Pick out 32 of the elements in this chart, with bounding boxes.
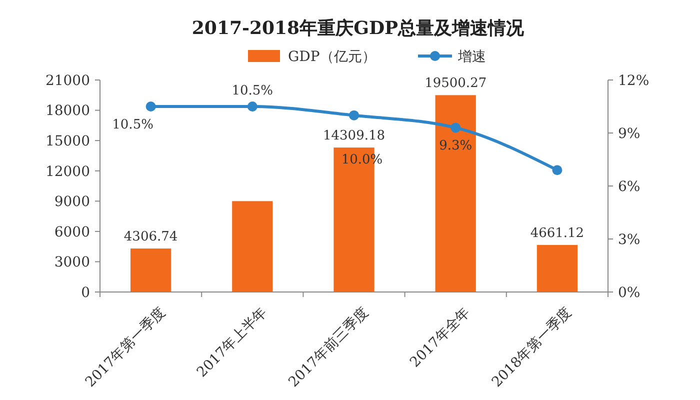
y2-tick-label: 6% [618, 178, 640, 195]
chart-title: 2017-2018年重庆GDP总量及增速情况 [192, 18, 526, 39]
y2-tick-label: 9% [618, 126, 640, 142]
y-tick-label: 0 [81, 284, 90, 301]
point [450, 122, 461, 133]
y-tick-label: 9000 [54, 194, 90, 210]
y-tick-label: 12000 [45, 164, 90, 180]
data-label: 19500.27 [424, 76, 487, 92]
data-label: 4306.74 [124, 230, 178, 245]
point [552, 165, 562, 176]
data-label: 10.5% [112, 118, 154, 132]
legend-label: GDP（亿元） [288, 48, 376, 65]
bar [536, 244, 578, 292]
y-tick-label: 6000 [54, 224, 90, 240]
point [247, 102, 258, 112]
data-label: 10.5% [232, 84, 274, 98]
y2-tick-label: 12% [618, 72, 650, 89]
data-label: 4661.12 [530, 226, 584, 241]
point [146, 102, 156, 112]
bar [130, 248, 172, 292]
bar [435, 95, 476, 292]
point [349, 110, 359, 120]
y-tick-label: 3000 [54, 254, 90, 271]
y-tick-label: 21000 [45, 72, 90, 89]
bar [232, 201, 273, 292]
data-label: 14309.18 [322, 128, 386, 144]
legend-label: 增速 [457, 48, 486, 65]
y-tick-label: 15000 [45, 133, 90, 150]
y2-tick-label: 3% [618, 232, 640, 248]
data-label: 9.3% [439, 138, 472, 154]
y-tick-label: 18000 [45, 103, 90, 120]
y2-tick-label: 0% [618, 284, 640, 301]
